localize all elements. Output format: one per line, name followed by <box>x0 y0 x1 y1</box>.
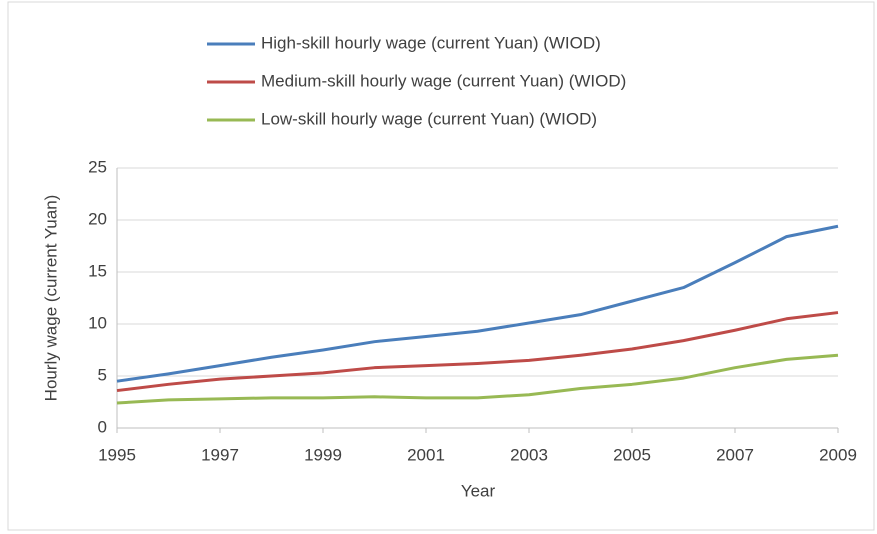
y-tick-label: 15 <box>88 261 107 280</box>
y-tick-label: 0 <box>98 417 107 436</box>
x-tick-label: 1997 <box>201 445 239 464</box>
y-axis-label: Hourly wage (current Yuan) <box>41 195 60 402</box>
x-tick-label: 2009 <box>819 445 857 464</box>
chart-border <box>7 1 875 531</box>
x-tick-label: 2005 <box>613 445 651 464</box>
y-tick-label: 10 <box>88 313 107 332</box>
series-line <box>116 224 839 383</box>
y-tick-label: 5 <box>98 365 107 384</box>
x-tick-label: 1999 <box>304 445 342 464</box>
series-line <box>116 311 839 393</box>
x-axis-label: Year <box>461 481 496 500</box>
legend-label: High-skill hourly wage (current Yuan) (W… <box>261 33 601 52</box>
series-line <box>116 353 839 405</box>
legend-label: Medium-skill hourly wage (current Yuan) … <box>261 71 626 90</box>
x-tick-label: 1995 <box>98 445 136 464</box>
legend-label: Low-skill hourly wage (current Yuan) (WI… <box>261 109 597 128</box>
x-tick-label: 2001 <box>407 445 445 464</box>
y-tick-label: 25 <box>88 157 107 176</box>
x-tick-label: 2007 <box>716 445 754 464</box>
x-tick-label: 2003 <box>510 445 548 464</box>
y-tick-label: 20 <box>88 209 107 228</box>
